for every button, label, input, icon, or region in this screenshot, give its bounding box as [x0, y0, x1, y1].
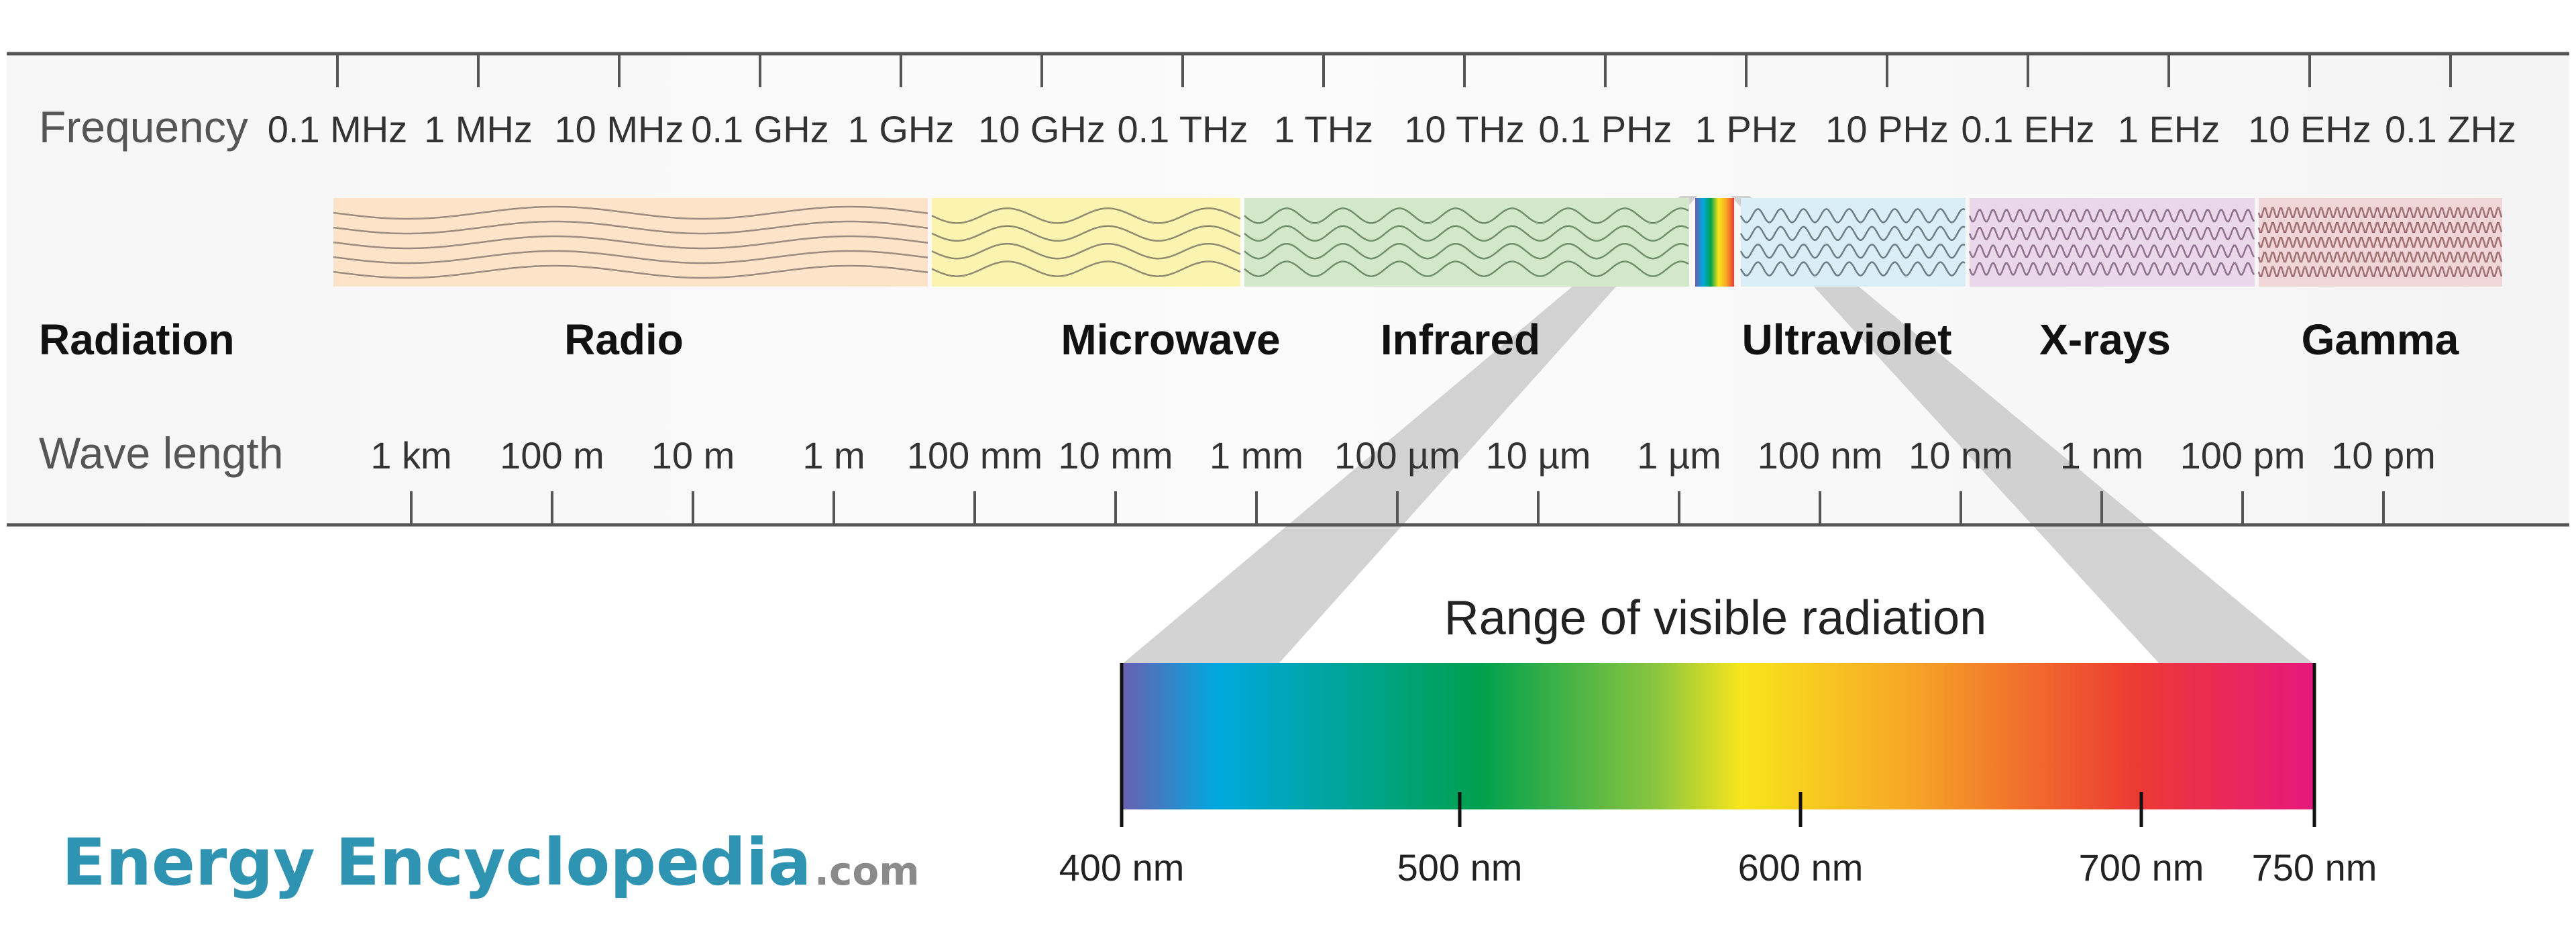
wavelength-tick-label: 100 pm — [2180, 434, 2306, 477]
band-labels: Radio Microwave Infrared Ultraviolet X-r… — [564, 315, 2459, 364]
frequency-tick-label: 10 THz — [1404, 108, 1524, 150]
band-label-gamma: Gamma — [2302, 315, 2459, 364]
visible-spectrum-bar — [1122, 663, 2314, 809]
wavelength-tick-label: 100 nm — [1758, 434, 1883, 477]
frequency-tick-labels: 0.1 MHz 1 MHz 10 MHz 0.1 GHz 1 GHz 10 GH… — [268, 108, 2516, 150]
wave-line-radio — [333, 235, 928, 250]
logo-word-energy: Energy — [62, 825, 315, 900]
wave-line-microwave — [931, 225, 1241, 242]
visible-zoom-projection-left — [1122, 196, 1697, 664]
wave-line-gamma — [2257, 207, 2503, 219]
frequency-tick-label: 10 GHz — [978, 108, 1106, 150]
wavelength-tick-label: 1 km — [370, 434, 451, 477]
band-visible-mini — [1695, 198, 1734, 287]
wave-line-radio — [333, 220, 928, 235]
wave-line-ultraviolet — [1739, 243, 1966, 259]
frequency-tick-label: 1 MHz — [424, 108, 533, 150]
wavelength-tick-label: 1 µm — [1637, 434, 1721, 477]
wavelength-row-label: Wave length — [39, 428, 283, 478]
frequency-tick-label: 0.1 EHz — [1961, 108, 2094, 150]
band-label-xrays: X-rays — [2039, 315, 2171, 364]
wave-line-microwave — [931, 260, 1241, 277]
band-wave-patterns — [333, 205, 2503, 279]
wave-line-gamma — [2257, 251, 2503, 263]
wave-line-xrays — [1968, 244, 2255, 258]
band-infrared — [1244, 198, 1689, 287]
band-label-infrared: Infrared — [1381, 315, 1540, 364]
frequency-tick-label: 0.1 GHz — [691, 108, 828, 150]
frequency-tick-label: 0.1 PHz — [1538, 108, 1672, 150]
visible-zoom-projection-right — [1731, 196, 2314, 664]
frequency-tick-label: 0.1 MHz — [268, 108, 408, 150]
frequency-tick-label: 0.1 ZHz — [2385, 108, 2516, 150]
wavelength-tick-label: 100 m — [500, 434, 604, 477]
frequency-tick-label: 0.1 THz — [1117, 108, 1248, 150]
radiation-row-label: Radiation — [39, 315, 235, 364]
wave-line-infrared — [1244, 260, 1689, 277]
wave-line-infrared — [1244, 242, 1689, 260]
wavelength-tick-label: 10 m — [651, 434, 735, 477]
wave-line-infrared — [1244, 207, 1689, 224]
wavelength-tick-label: 10 pm — [2331, 434, 2436, 477]
wave-line-ultraviolet — [1739, 226, 1966, 242]
band-label-radio: Radio — [564, 315, 684, 364]
frequency-tick-label: 10 PHz — [1825, 108, 1949, 150]
visible-tick-label: 400 nm — [1059, 846, 1185, 889]
frequency-tick-label: 1 PHz — [1695, 108, 1798, 150]
wave-line-radio — [333, 250, 928, 264]
wave-line-gamma — [2257, 236, 2503, 248]
logo-word-encyclopedia: Encyclopedia — [335, 825, 811, 900]
frequency-row-label: Frequency — [39, 102, 248, 152]
wave-line-microwave — [931, 242, 1241, 260]
wave-line-infrared — [1244, 225, 1689, 242]
wavelength-tick-labels: 1 km 100 m 10 m 1 m 100 mm 10 mm 1 mm 10… — [370, 434, 2436, 477]
wavelength-tick-label: 100 mm — [907, 434, 1042, 477]
wave-line-xrays — [1968, 262, 2255, 276]
frequency-tick-label: 1 EHz — [2118, 108, 2220, 150]
site-logo: Energy Encyclopedia .com — [62, 825, 920, 900]
wave-line-microwave — [931, 207, 1241, 224]
wavelength-tick-label: 1 mm — [1210, 434, 1303, 477]
frequency-tick-label: 10 MHz — [555, 108, 684, 150]
wavelength-tick-label: 10 nm — [1909, 434, 2013, 477]
wave-line-radio — [333, 205, 928, 220]
wave-line-gamma — [2257, 266, 2503, 278]
frequency-tick-label: 1 GHz — [848, 108, 955, 150]
wave-line-xrays — [1968, 209, 2255, 223]
band-label-microwave: Microwave — [1061, 315, 1280, 364]
wavelength-tick-label: 1 m — [802, 434, 865, 477]
visible-range-title: Range of visible radiation — [1444, 591, 1987, 645]
wavelength-tick-label: 1 nm — [2060, 434, 2144, 477]
wave-line-ultraviolet — [1739, 261, 1966, 277]
visible-tick-label: 500 nm — [1397, 846, 1523, 889]
visible-tick-labels: 400 nm 500 nm 600 nm 700 nm 750 nm — [1059, 846, 2377, 889]
wave-line-ultraviolet — [1739, 208, 1966, 223]
wavelength-tick-label: 100 µm — [1334, 434, 1460, 477]
frequency-ticks — [336, 54, 2452, 87]
frequency-tick-label: 10 EHz — [2248, 108, 2371, 150]
wavelength-tick-label: 10 mm — [1058, 434, 1173, 477]
visible-tick-label: 700 nm — [2079, 846, 2204, 889]
wave-line-radio — [333, 264, 928, 279]
spectrum-panel-background — [7, 54, 2569, 524]
frequency-tick-label: 1 THz — [1274, 108, 1373, 150]
band-label-ultraviolet: Ultraviolet — [1742, 315, 1952, 364]
visible-tick-label: 600 nm — [1738, 846, 1864, 889]
wavelength-tick-label: 10 µm — [1486, 434, 1591, 477]
wave-line-gamma — [2257, 221, 2503, 234]
logo-suffix: .com — [814, 848, 920, 894]
wave-line-xrays — [1968, 226, 2255, 240]
wavelength-ticks — [410, 491, 2385, 525]
visible-tick-label: 750 nm — [2252, 846, 2377, 889]
